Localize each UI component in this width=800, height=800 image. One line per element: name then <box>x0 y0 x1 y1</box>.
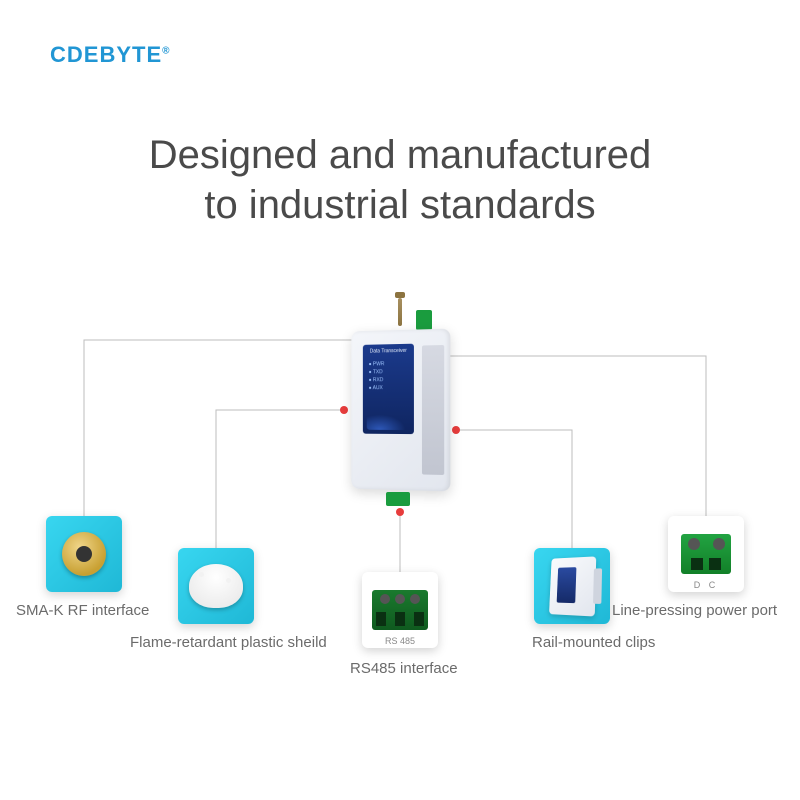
thumb-flame <box>178 548 254 624</box>
power-caption: D C <box>668 580 744 590</box>
device-swoosh <box>367 412 410 430</box>
device-side <box>422 345 444 475</box>
headline-line1: Designed and manufactured <box>0 130 800 180</box>
thumb-rs485: G A B RS 485 <box>362 572 438 648</box>
device-body: Data Transceiver ● PWR ● TXD ● RXD ● AUX <box>351 329 450 492</box>
brand-text: CDEBYTE <box>50 42 162 67</box>
headline-line2: to industrial standards <box>0 180 800 230</box>
device-leds: ● PWR ● TXD ● RXD ● AUX <box>363 360 414 392</box>
clip-device-icon <box>549 556 596 616</box>
device-front-label: Data Transceiver <box>363 344 414 355</box>
thumb-clips <box>534 548 610 624</box>
device-illustration: Data Transceiver ● PWR ● TXD ● RXD ● AUX <box>330 300 470 520</box>
device-top-terminal <box>416 310 432 330</box>
device-antenna <box>398 298 402 326</box>
rs485-caption: RS 485 <box>362 636 438 646</box>
headline: Designed and manufactured to industrial … <box>0 130 800 230</box>
label-rs485: RS485 interface <box>350 660 458 677</box>
device-front-panel: Data Transceiver ● PWR ● TXD ● RXD ● AUX <box>363 344 414 434</box>
brand-symbol: ® <box>162 46 170 57</box>
label-sma: SMA-K RF interface <box>16 602 149 619</box>
device-bottom-terminal <box>386 492 410 506</box>
device-led-3: ● AUX <box>369 384 414 392</box>
pellets-icon <box>189 564 243 608</box>
diagram-area: Data Transceiver ● PWR ● TXD ● RXD ● AUX… <box>0 280 800 760</box>
brand-logo: CDEBYTE® <box>50 42 171 68</box>
power-block-icon <box>681 534 731 574</box>
label-power: Line-pressing power port <box>612 602 777 619</box>
label-flame: Flame-retardant plastic sheild <box>130 634 327 651</box>
thumb-sma <box>46 516 122 592</box>
label-clips: Rail-mounted clips <box>532 634 655 651</box>
rs485-block-icon <box>372 590 428 630</box>
thumb-power: D C <box>668 516 744 592</box>
sma-connector-icon <box>62 532 106 576</box>
